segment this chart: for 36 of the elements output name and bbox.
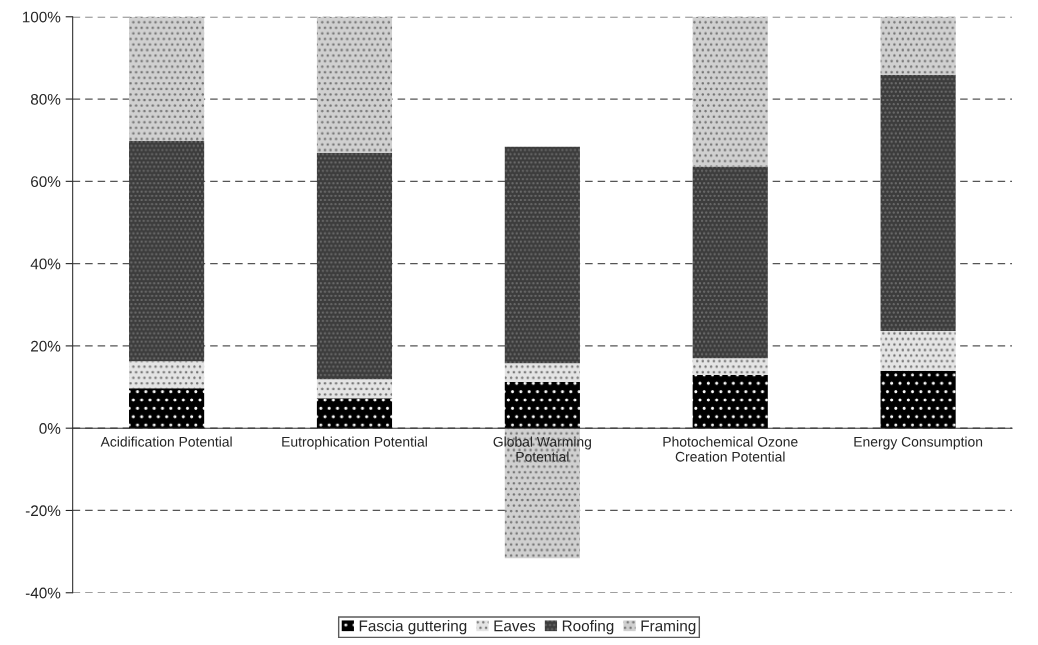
bar bbox=[316, 379, 393, 399]
x-tick-label: Acidification Potential bbox=[100, 436, 232, 447]
bar bbox=[880, 16, 956, 75]
legend-label: Eaves bbox=[494, 620, 536, 632]
bar bbox=[129, 388, 205, 429]
bar bbox=[316, 16, 393, 153]
y-tick-label: 80% bbox=[30, 93, 61, 105]
bar bbox=[880, 74, 956, 332]
bar bbox=[316, 398, 393, 429]
x-tick-label: Energy Consumption bbox=[854, 436, 983, 450]
y-tick-label: 20% bbox=[31, 340, 61, 352]
bar bbox=[880, 371, 956, 429]
legend-label: Fascia guttering bbox=[359, 620, 467, 635]
bar bbox=[129, 141, 205, 362]
bar bbox=[129, 16, 205, 142]
y-tick-label: -40% bbox=[25, 587, 61, 599]
bar bbox=[692, 16, 768, 167]
bar bbox=[129, 361, 205, 389]
x-tick-label: Photochemical Ozone Creation Potential bbox=[663, 436, 798, 462]
bar bbox=[880, 331, 956, 371]
x-tick-label: Global Warming Potential bbox=[493, 436, 591, 462]
bar bbox=[504, 363, 580, 383]
y-tick-label: 100% bbox=[22, 11, 61, 23]
bar bbox=[692, 358, 768, 376]
legend-label: Framing bbox=[641, 620, 696, 635]
bar bbox=[692, 166, 768, 359]
x-tick-label: Eutrophication Potential bbox=[282, 436, 427, 450]
y-tick-label: 0% bbox=[39, 423, 61, 434]
legend-label: Roofing bbox=[562, 620, 614, 635]
y-tick-label: 40% bbox=[30, 258, 61, 270]
bar bbox=[692, 375, 768, 429]
bar bbox=[504, 146, 580, 364]
bar bbox=[316, 152, 393, 380]
y-tick-label: 60% bbox=[31, 176, 61, 188]
y-tick-label: -20% bbox=[25, 505, 61, 517]
bar bbox=[504, 382, 580, 429]
